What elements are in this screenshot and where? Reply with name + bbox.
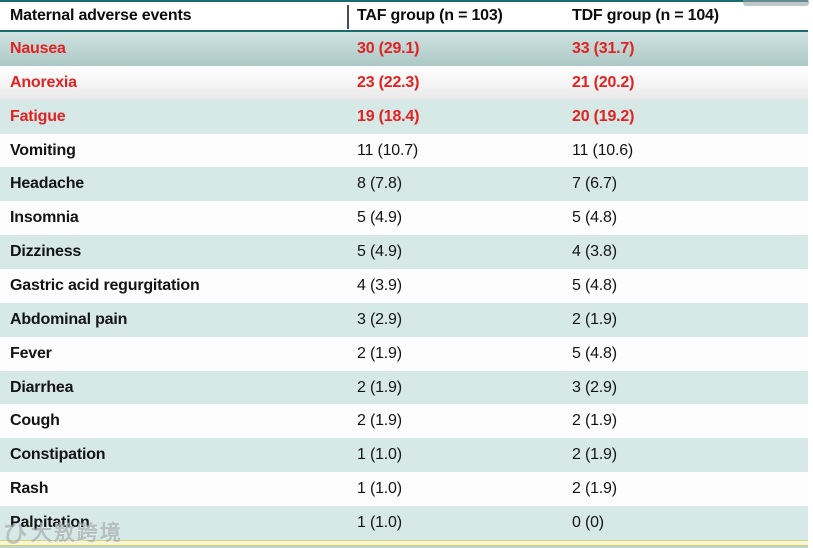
table-row: Abdominal pain 3 (2.9) 2 (1.9) <box>0 302 808 337</box>
taf-value: 23 (22.3) <box>357 73 420 91</box>
event-label: Vomiting <box>10 141 76 159</box>
header-taf-group: TAF group (n = 103) <box>357 7 503 24</box>
taf-value: 2 (1.9) <box>357 412 402 430</box>
event-label: Nausea <box>10 39 66 57</box>
table-row: Palpitation 1 (1.0) 0 (0) <box>0 506 808 540</box>
table-row: Dizziness 5 (4.9) 4 (3.8) <box>0 235 808 270</box>
table-row: Nausea 30 (29.1) 33 (31.7) <box>0 32 808 66</box>
event-label: Cough <box>10 412 60 430</box>
event-label: Diarrhea <box>10 378 74 396</box>
tdf-value: 2 (1.9) <box>572 310 617 328</box>
event-label: Dizziness <box>10 243 82 261</box>
table-row: Gastric acid regurgitation 4 (3.9) 5 (4.… <box>0 269 808 303</box>
event-label: Headache <box>10 175 84 193</box>
tdf-value: 33 (31.7) <box>572 39 635 57</box>
table-row: Vomiting 11 (10.7) 11 (10.6) <box>0 133 808 168</box>
tdf-value: 2 (1.9) <box>572 412 617 430</box>
table-body: Nausea 30 (29.1) 33 (31.7) Anorexia 23 (… <box>0 32 808 540</box>
bottom-green-line <box>0 546 808 548</box>
event-label: Anorexia <box>10 73 77 91</box>
taf-value: 2 (1.9) <box>357 344 402 362</box>
taf-value: 1 (1.0) <box>357 513 402 531</box>
event-label: Insomnia <box>10 209 79 227</box>
table-row: Insomnia 5 (4.9) 5 (4.8) <box>0 201 808 236</box>
bottom-cream-strip <box>0 541 808 545</box>
taf-value: 5 (4.9) <box>357 209 402 227</box>
event-label: Rash <box>10 480 49 498</box>
taf-value: 8 (7.8) <box>357 175 402 193</box>
tdf-value: 5 (4.8) <box>572 344 617 362</box>
header-maternal-adverse-events: Maternal adverse events <box>10 7 192 24</box>
tdf-value: 3 (2.9) <box>572 378 617 396</box>
taf-value: 30 (29.1) <box>357 39 420 57</box>
tdf-value: 5 (4.8) <box>572 276 617 294</box>
table-row: Fever 2 (1.9) 5 (4.8) <box>0 336 808 371</box>
header-tdf-group: TDF group (n = 104) <box>572 7 719 24</box>
tdf-value: 21 (20.2) <box>572 73 635 91</box>
event-label: Palpitation <box>10 513 90 531</box>
event-label: Fever <box>10 344 52 362</box>
tdf-value: 7 (6.7) <box>572 175 617 193</box>
header-column-divider <box>347 5 349 29</box>
taf-value: 5 (4.9) <box>357 243 402 261</box>
taf-value: 1 (1.0) <box>357 446 402 464</box>
bottom-yellow-line-2 <box>0 545 808 546</box>
taf-value: 2 (1.9) <box>357 378 402 396</box>
taf-value: 19 (18.4) <box>357 107 420 125</box>
event-label: Gastric acid regurgitation <box>10 276 200 294</box>
event-label: Constipation <box>10 446 106 464</box>
table-row: Headache 8 (7.8) 7 (6.7) <box>0 167 808 202</box>
table-bottom-decoration <box>0 540 808 548</box>
tdf-value: 0 (0) <box>572 513 604 531</box>
taf-value: 3 (2.9) <box>357 310 402 328</box>
tdf-value: 11 (10.6) <box>572 141 634 159</box>
right-gutter <box>808 0 813 548</box>
table-header-row: Maternal adverse events TAF group (n = 1… <box>0 2 808 32</box>
table-row: Cough 2 (1.9) 2 (1.9) <box>0 404 808 439</box>
tdf-value: 20 (19.2) <box>572 107 635 125</box>
taf-value: 1 (1.0) <box>357 480 402 498</box>
tdf-value: 2 (1.9) <box>572 480 617 498</box>
tdf-value: 5 (4.8) <box>572 209 617 227</box>
bottom-yellow-line-1 <box>0 540 808 541</box>
event-label: Abdominal pain <box>10 310 128 328</box>
tdf-value: 2 (1.9) <box>572 446 617 464</box>
tdf-value: 4 (3.8) <box>572 243 617 261</box>
table-row: Anorexia 23 (22.3) 21 (20.2) <box>0 65 808 100</box>
table-row: Constipation 1 (1.0) 2 (1.9) <box>0 438 808 473</box>
table-row: Rash 1 (1.0) 2 (1.9) <box>0 472 808 507</box>
table-row: Fatigue 19 (18.4) 20 (19.2) <box>0 99 808 134</box>
taf-value: 11 (10.7) <box>357 141 419 159</box>
event-label: Fatigue <box>10 107 66 125</box>
taf-value: 4 (3.9) <box>357 276 402 294</box>
table-row: Diarrhea 2 (1.9) 3 (2.9) <box>0 370 808 405</box>
table-top-border <box>0 0 808 2</box>
